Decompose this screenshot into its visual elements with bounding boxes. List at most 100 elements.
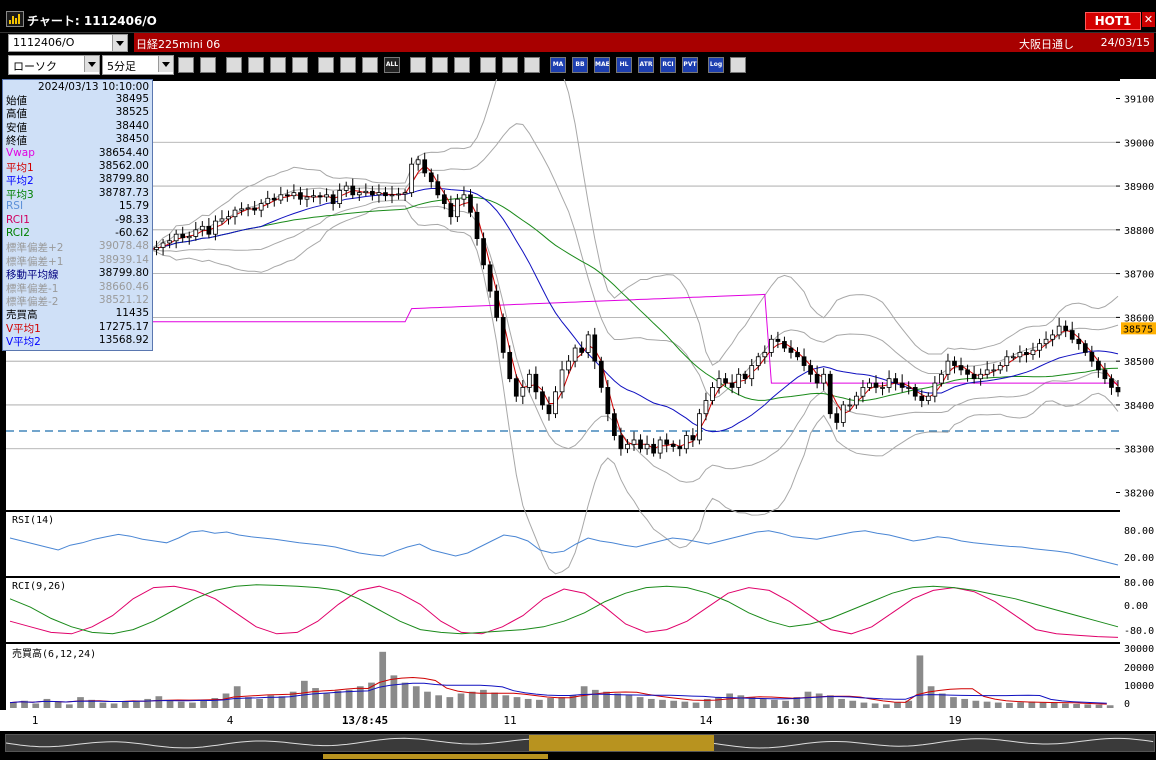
price-tick-label: 38400 bbox=[1124, 401, 1154, 412]
bar-chart-icon[interactable] bbox=[270, 57, 286, 73]
volume-bar bbox=[715, 697, 722, 708]
chevron-down-icon[interactable] bbox=[84, 56, 99, 72]
line-chart-icon[interactable] bbox=[248, 57, 264, 73]
candle-body bbox=[245, 207, 251, 210]
volume-label: 売買高(6,12,24) bbox=[12, 647, 96, 660]
cursor-icon[interactable] bbox=[200, 57, 216, 73]
navigator-track[interactable] bbox=[5, 734, 1155, 752]
candle-body bbox=[546, 404, 552, 415]
candle-body bbox=[173, 233, 179, 242]
candle-body bbox=[1043, 338, 1049, 345]
info-row: 高値 38525 bbox=[6, 106, 149, 120]
candle-body bbox=[775, 338, 781, 342]
volume-bar bbox=[703, 698, 711, 708]
exit-icon[interactable] bbox=[730, 57, 746, 73]
candle-body bbox=[461, 194, 467, 200]
info-row: RCI1 -98.33 bbox=[6, 214, 149, 226]
volume-bar bbox=[938, 693, 946, 708]
info-row-label: 標準偏差-2 bbox=[6, 296, 59, 308]
info-row: 売買高 11435 bbox=[6, 307, 149, 321]
info-row: 標準偏差-1 38660.46 bbox=[6, 281, 149, 295]
chevron-down-icon[interactable] bbox=[112, 35, 127, 51]
toolbar-log-button[interactable]: Log bbox=[708, 57, 724, 73]
tools-icon[interactable] bbox=[502, 57, 518, 73]
chart-settings-icon[interactable] bbox=[318, 57, 334, 73]
toolbar-mae-button[interactable]: MAE bbox=[594, 57, 610, 73]
pointer-icon[interactable] bbox=[432, 57, 448, 73]
scroll-handle[interactable] bbox=[323, 754, 548, 759]
candle-body bbox=[559, 369, 565, 393]
pen-icon[interactable] bbox=[410, 57, 426, 73]
volume-bar bbox=[468, 691, 476, 708]
time-axis-label: 13/8:45 bbox=[342, 714, 388, 727]
candle-body bbox=[939, 373, 944, 384]
volume-bar bbox=[1039, 702, 1047, 708]
symbol-input[interactable]: 1112406/O bbox=[8, 34, 128, 52]
volume-bar bbox=[379, 651, 387, 708]
volume-bar bbox=[849, 700, 857, 708]
candle-body bbox=[670, 443, 676, 447]
volume-bar bbox=[43, 698, 51, 708]
candle-body bbox=[363, 190, 369, 194]
ma2-line bbox=[149, 187, 1119, 433]
hot-badge[interactable]: HOT1 bbox=[1085, 12, 1141, 30]
color-icon[interactable] bbox=[524, 57, 540, 73]
rsi-panel[interactable] bbox=[6, 512, 1120, 576]
toolbar-ma-button[interactable]: MA bbox=[550, 57, 566, 73]
arrow-icon[interactable] bbox=[454, 57, 470, 73]
price-tick-label: 39000 bbox=[1124, 138, 1154, 149]
candle-body bbox=[291, 192, 297, 197]
session-label: 大阪日通し bbox=[1019, 38, 1074, 51]
candle-body bbox=[749, 365, 755, 380]
panel-tick-label: 10000 bbox=[1124, 681, 1154, 692]
toolbar-all-button[interactable]: ALL bbox=[384, 57, 400, 73]
candle-body bbox=[644, 443, 650, 450]
rci1-line bbox=[9, 585, 1119, 638]
toolbar-hl-button[interactable]: HL bbox=[616, 57, 632, 73]
volume-bar bbox=[222, 693, 230, 708]
price-panel[interactable] bbox=[6, 81, 1120, 510]
chart-type-select[interactable]: ローソク bbox=[8, 55, 100, 75]
candle-body bbox=[952, 360, 957, 366]
navigator-thumb[interactable] bbox=[529, 735, 714, 751]
interval-select[interactable]: 5分足 bbox=[102, 55, 174, 75]
chart-canvas[interactable]: 39100 39000 38900 38800 38700 38600 38500 38400… bbox=[0, 79, 1156, 710]
volume-bar bbox=[480, 689, 487, 708]
candle-body bbox=[677, 446, 683, 450]
toolbar-bb-button[interactable]: BB bbox=[572, 57, 588, 73]
volume-bar bbox=[614, 693, 622, 708]
toolbar-pvt-button[interactable]: PVT bbox=[682, 57, 698, 73]
candle-style2-icon[interactable] bbox=[362, 57, 378, 73]
session-date: 24/03/15 bbox=[1100, 36, 1150, 49]
info-row: 平均2 38799.80 bbox=[6, 173, 149, 187]
info-row-label: 平均1 bbox=[6, 162, 34, 174]
candle-body bbox=[304, 196, 310, 200]
candle-body bbox=[213, 220, 218, 235]
candle-body bbox=[402, 192, 408, 195]
price-tick-label: 38800 bbox=[1124, 226, 1154, 237]
volume-bar bbox=[782, 700, 789, 708]
volume-bar bbox=[748, 697, 756, 708]
toolbar-atr-button[interactable]: ATR bbox=[638, 57, 654, 73]
rci-panel[interactable] bbox=[6, 578, 1120, 642]
volume-bar bbox=[177, 701, 185, 708]
info-row-value: 39078.48 bbox=[98, 240, 149, 253]
panel-tick-label: 0 bbox=[1124, 699, 1130, 710]
window-title: チャート: 1112406/O bbox=[27, 14, 157, 28]
candle-body bbox=[1076, 338, 1082, 345]
candle-body bbox=[703, 400, 709, 415]
close-button[interactable]: ✕ bbox=[1142, 12, 1155, 27]
candle-body bbox=[206, 225, 212, 235]
volume-bar bbox=[32, 703, 40, 708]
toolbar-rci-button[interactable]: RCI bbox=[660, 57, 676, 73]
chevron-down-icon[interactable] bbox=[158, 56, 173, 72]
crosshair-icon[interactable] bbox=[226, 57, 242, 73]
gear-icon[interactable] bbox=[480, 57, 496, 73]
candle-style-icon[interactable] bbox=[340, 57, 356, 73]
zoom-icon[interactable] bbox=[178, 57, 194, 73]
candle-icon[interactable] bbox=[292, 57, 308, 73]
volume-bar bbox=[827, 695, 834, 708]
candle-body bbox=[1069, 330, 1075, 340]
volume-bar bbox=[491, 692, 498, 708]
candle-body bbox=[553, 391, 558, 415]
